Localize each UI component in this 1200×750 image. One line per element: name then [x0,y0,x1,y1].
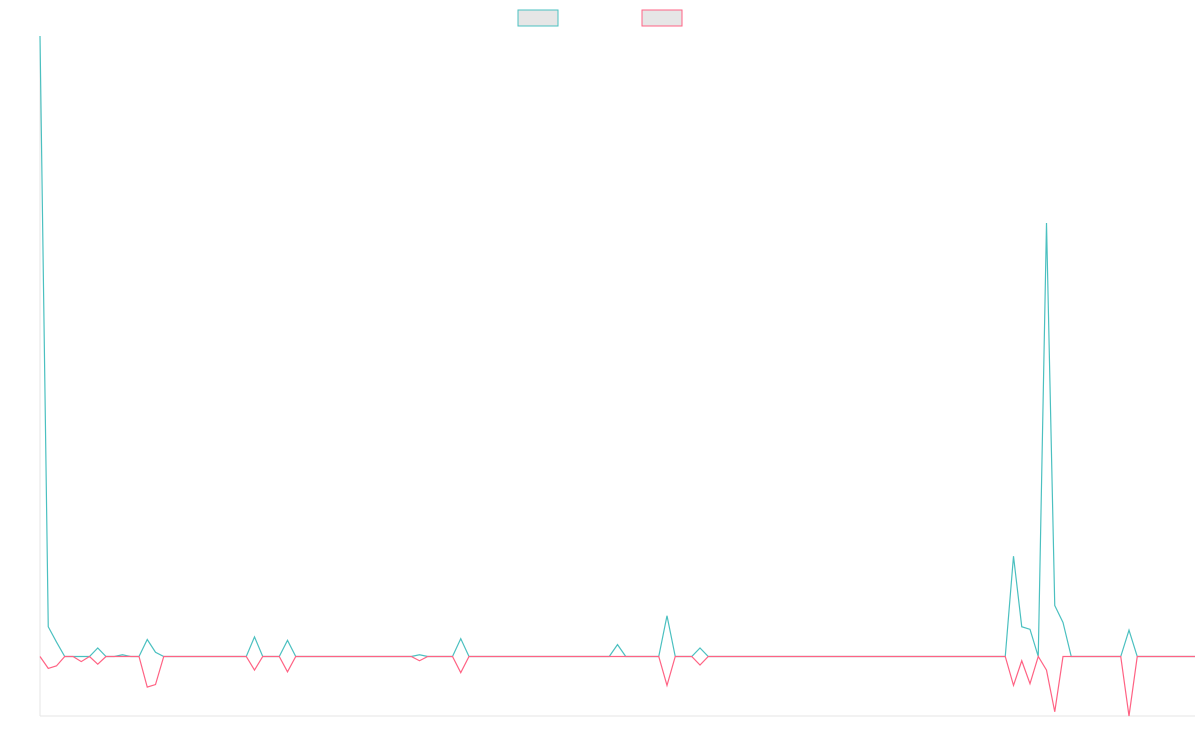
legend-item-1[interactable] [517,9,559,27]
series-line-1 [39,35,1195,658]
legend [517,9,683,27]
legend-swatch-2 [641,9,683,27]
axes [39,36,1195,717]
series-line-2 [39,655,1195,717]
legend-item-2[interactable] [641,9,683,27]
series-layer [39,35,1195,717]
legend-swatch-1 [517,9,559,27]
